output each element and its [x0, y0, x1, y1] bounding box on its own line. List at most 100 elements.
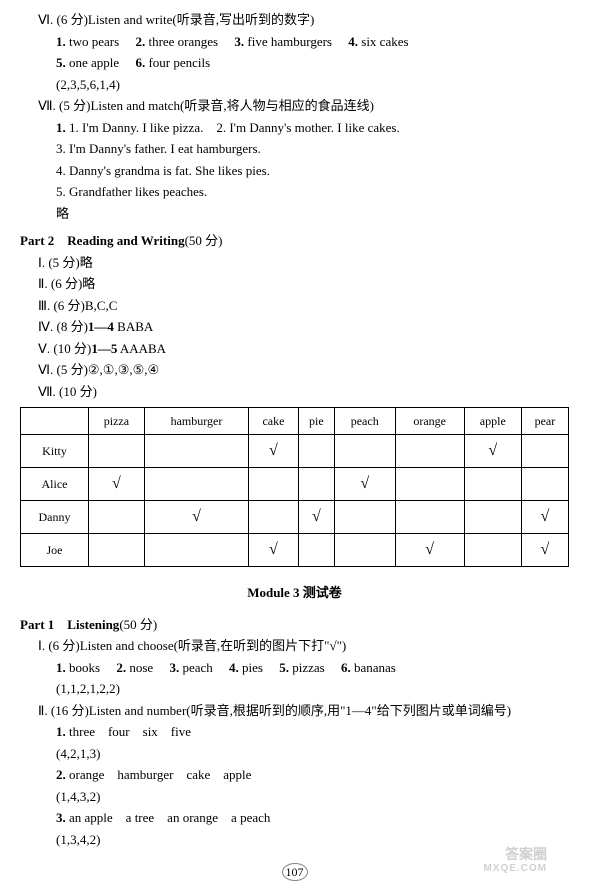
- section-vii-line: 3. I'm Danny's father. I eat hamburgers.: [56, 139, 569, 159]
- table-cell: √: [395, 534, 464, 567]
- part2-vi: Ⅵ. (5 分)②,①,③,⑤,④: [38, 360, 569, 380]
- table-header: hamburger: [144, 408, 248, 435]
- table-cell: [334, 501, 395, 534]
- module3-ii-l1a: 1. three four six five: [56, 722, 569, 742]
- part2-v-rest: AAABA: [117, 341, 166, 356]
- table-cell: √: [521, 501, 568, 534]
- module3-part1-header: Part 1 Listening(50 分): [20, 615, 569, 635]
- table-row: Alice √ √: [21, 468, 569, 501]
- module3-title: Module 3 测试卷: [20, 583, 569, 603]
- row-name: Joe: [21, 534, 89, 567]
- item-num: 2.: [116, 660, 126, 675]
- section-vii-line: 4. Danny's grandma is fat. She likes pie…: [56, 161, 569, 181]
- part2-iv-rest: BABA: [114, 319, 153, 334]
- item-num: 3.: [56, 810, 66, 825]
- table-cell: [89, 435, 145, 468]
- module3-i-items: 1. books 2. nose 3. peach 4. pies 5. piz…: [56, 658, 569, 678]
- table-cell: [464, 534, 521, 567]
- part2-iv-pre: Ⅳ. (8 分): [38, 319, 88, 334]
- table-header: [21, 408, 89, 435]
- table-header: pear: [521, 408, 568, 435]
- item-text: 1. I'm Danny. I like pizza. 2. I'm Danny…: [69, 120, 400, 135]
- item-text: three oranges: [148, 34, 218, 49]
- table-cell: [249, 501, 299, 534]
- table-cell: [464, 501, 521, 534]
- table-cell: [298, 468, 334, 501]
- part2-ii: Ⅱ. (6 分)略: [38, 274, 569, 294]
- table-cell: √: [249, 435, 299, 468]
- table-header-row: pizza hamburger cake pie peach orange ap…: [21, 408, 569, 435]
- part2-v: Ⅴ. (10 分)1—5 AAABA: [38, 339, 569, 359]
- module3-part1-rest: (50 分): [119, 617, 157, 632]
- row-name: Danny: [21, 501, 89, 534]
- table-cell: [521, 435, 568, 468]
- item-num: 5.: [56, 55, 66, 70]
- table-header: cake: [249, 408, 299, 435]
- module3-ii-l2b: (1,4,3,2): [56, 787, 569, 807]
- table-cell: [395, 435, 464, 468]
- module3-part1-bold: Part 1 Listening: [20, 617, 119, 632]
- item-text: books: [69, 660, 100, 675]
- table-cell: √: [144, 501, 248, 534]
- module3-ii-l2a: 2. orange hamburger cake apple: [56, 765, 569, 785]
- table-cell: [89, 534, 145, 567]
- item-text: an apple a tree an orange a peach: [69, 810, 270, 825]
- table-cell: [89, 501, 145, 534]
- table-header: peach: [334, 408, 395, 435]
- part2-header: Part 2 Reading and Writing(50 分): [20, 231, 569, 251]
- section-vii-omit: 略: [56, 204, 569, 224]
- item-text: four pencils: [148, 55, 210, 70]
- item-text: 3. I'm Danny's father. I eat hamburgers.: [56, 141, 261, 156]
- table-header: orange: [395, 408, 464, 435]
- page-number: 107: [20, 863, 569, 881]
- item-num: 1.: [56, 660, 66, 675]
- item-text: two pears: [69, 34, 119, 49]
- section-vi-items-row1: 1. two pears 2. three oranges 3. five ha…: [56, 32, 569, 52]
- table-cell: √: [334, 468, 395, 501]
- item-num: 2.: [56, 767, 66, 782]
- item-text: 5. Grandfather likes peaches.: [56, 184, 207, 199]
- page-number-text: 107: [282, 863, 308, 881]
- part2-vii: Ⅶ. (10 分): [38, 382, 569, 402]
- item-num: 6.: [341, 660, 351, 675]
- table-cell: [249, 468, 299, 501]
- table-cell: √: [298, 501, 334, 534]
- item-num: 4.: [348, 34, 358, 49]
- module3-i-ans: (1,1,2,1,2,2): [56, 679, 569, 699]
- section-vi-heading: Ⅵ. (6 分)Listen and write(听录音,写出听到的数字): [38, 10, 569, 30]
- item-text: 4. Danny's grandma is fat. She likes pie…: [56, 163, 270, 178]
- table-cell: √: [464, 435, 521, 468]
- module3-ii-heading: Ⅱ. (16 分)Listen and number(听录音,根据听到的顺序,用…: [38, 701, 569, 721]
- part2-header-bold: Part 2 Reading and Writing: [20, 233, 185, 248]
- table-row: Joe √ √ √: [21, 534, 569, 567]
- table-cell: [144, 534, 248, 567]
- table-header: pie: [298, 408, 334, 435]
- row-name: Alice: [21, 468, 89, 501]
- table-cell: [521, 468, 568, 501]
- item-num: 6.: [135, 55, 145, 70]
- section-vii-line: 5. Grandfather likes peaches.: [56, 182, 569, 202]
- row-name: Kitty: [21, 435, 89, 468]
- food-table: pizza hamburger cake pie peach orange ap…: [20, 407, 569, 567]
- table-cell: √: [249, 534, 299, 567]
- table-cell: [144, 468, 248, 501]
- table-cell: [334, 534, 395, 567]
- part2-iii: Ⅲ. (6 分)B,C,C: [38, 296, 569, 316]
- item-text: three four six five: [69, 724, 191, 739]
- part2-header-rest: (50 分): [185, 233, 223, 248]
- item-num: 1.: [56, 120, 66, 135]
- part2-iv: Ⅳ. (8 分)1—4 BABA: [38, 317, 569, 337]
- item-text: pies: [242, 660, 263, 675]
- item-num: 2.: [135, 34, 145, 49]
- table-row: Danny √ √ √: [21, 501, 569, 534]
- table-header: apple: [464, 408, 521, 435]
- item-num: 1.: [56, 724, 66, 739]
- item-text: bananas: [354, 660, 396, 675]
- part2-v-bold: 1—5: [91, 341, 117, 356]
- table-row: Kitty √ √: [21, 435, 569, 468]
- part2-iv-bold: 1—4: [88, 319, 114, 334]
- item-text: one apple: [69, 55, 119, 70]
- section-vii-heading: Ⅶ. (5 分)Listen and match(听录音,将人物与相应的食品连线…: [38, 96, 569, 116]
- table-cell: [395, 501, 464, 534]
- table-cell: √: [89, 468, 145, 501]
